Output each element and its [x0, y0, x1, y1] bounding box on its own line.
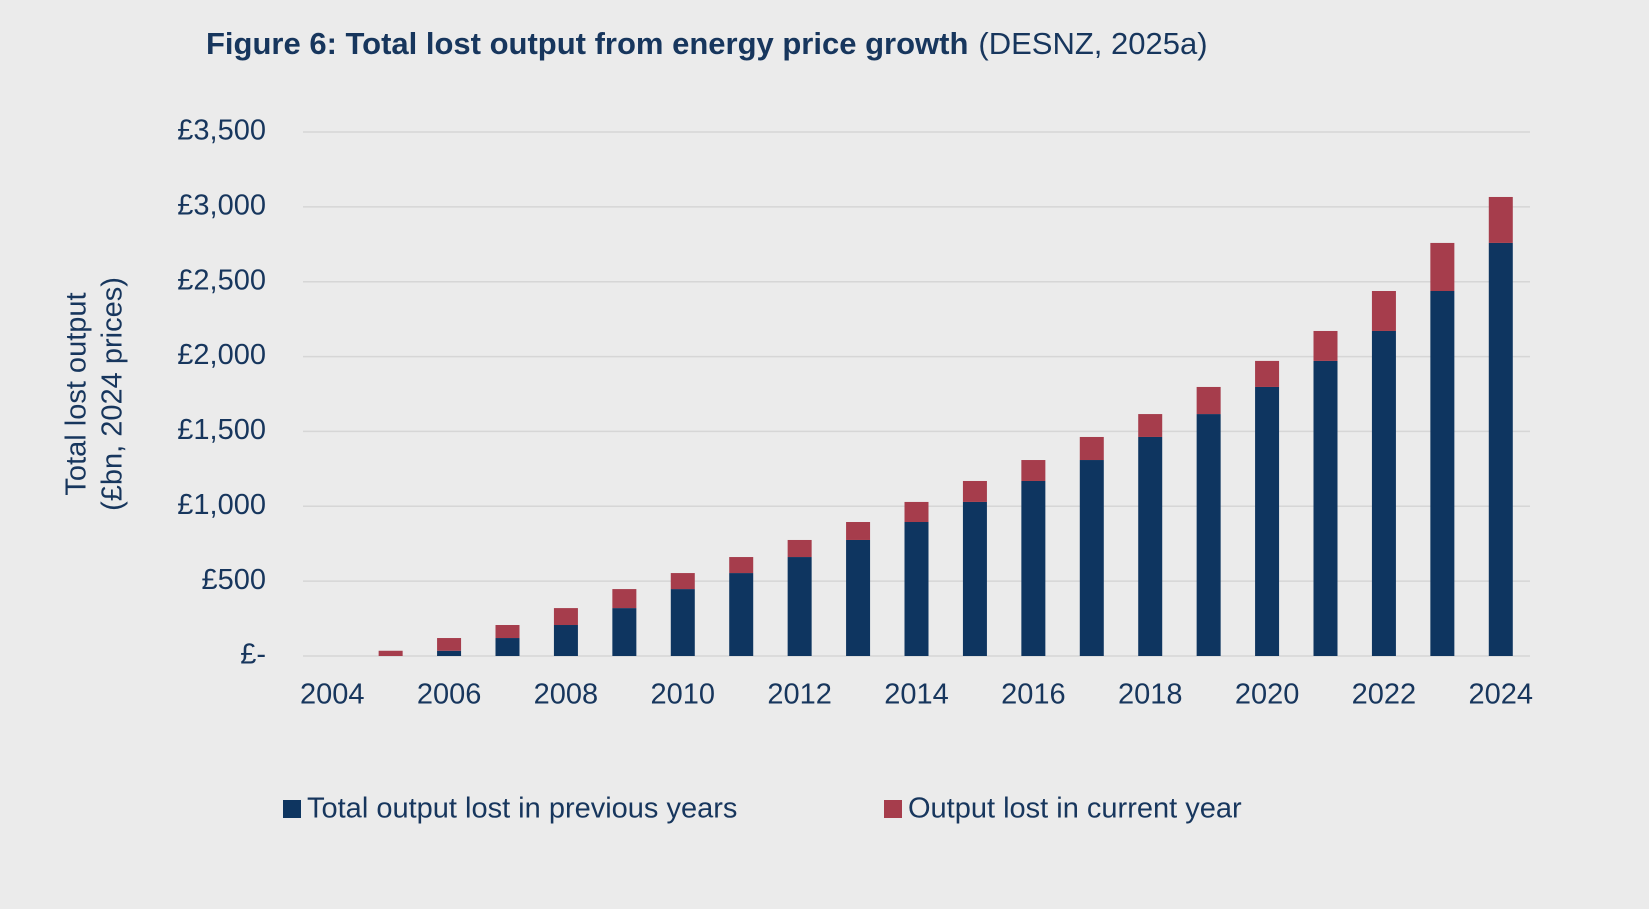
y-tick-label: £3,000	[177, 190, 266, 222]
bar-segment	[612, 589, 637, 609]
bar-segment	[1371, 290, 1396, 331]
legend-label: Output lost in current year	[908, 793, 1242, 825]
bar-segment	[787, 557, 812, 656]
bar-segment	[1021, 480, 1046, 656]
bar-segment	[962, 480, 987, 502]
y-tick-label: £3,500	[177, 115, 266, 147]
y-tick-label: £1,500	[177, 414, 266, 446]
bar-segment	[553, 608, 578, 626]
bar-segment	[904, 522, 929, 656]
y-axis-title: Total lost output (£bn, 2024 prices)	[61, 277, 129, 511]
bar-segment	[1138, 436, 1163, 656]
bar-segment	[1430, 242, 1455, 291]
bar-segment	[1196, 386, 1221, 415]
y-tick-label: £-	[240, 639, 266, 671]
bar-segment	[1079, 460, 1104, 656]
x-tick-label: 2012	[767, 679, 832, 711]
bar-segment	[437, 650, 462, 656]
bar-segment	[1313, 360, 1338, 656]
bar-segment	[1488, 242, 1513, 656]
bar-segment	[1079, 436, 1104, 461]
bar-segment	[670, 589, 695, 656]
bar-segment	[1255, 386, 1280, 656]
x-tick-label: 2004	[300, 679, 365, 711]
x-tick-label: 2014	[884, 679, 949, 711]
bar-segment	[846, 539, 871, 656]
bar-segment	[787, 539, 812, 558]
bar-segment	[1021, 460, 1046, 481]
x-tick-label: 2018	[1118, 679, 1183, 711]
bar-segment	[670, 573, 695, 590]
legend-swatch	[283, 800, 301, 818]
x-tick-label: 2016	[1001, 679, 1066, 711]
bar-segment	[612, 608, 637, 656]
bar-segment	[495, 638, 520, 656]
bar-segment	[846, 522, 871, 540]
y-tick-label: £2,000	[177, 339, 266, 371]
x-tick-label: 2024	[1469, 679, 1534, 711]
bar-segment	[1138, 414, 1163, 437]
bar-segment	[553, 625, 578, 656]
bar-segment	[1371, 330, 1396, 656]
x-tick-label: 2022	[1352, 679, 1417, 711]
chart-title: Figure 6: Total lost output from energy …	[206, 26, 968, 61]
bar-segment	[1430, 290, 1455, 656]
legend-label: Total output lost in previous years	[307, 793, 737, 825]
y-axis-title-line: (£bn, 2024 prices)	[97, 277, 129, 511]
chart-subtitle: (DESNZ, 2025a)	[978, 26, 1207, 61]
x-tick-label: 2020	[1235, 679, 1300, 711]
y-tick-label: £500	[201, 564, 266, 596]
bar-segment	[378, 650, 403, 656]
bar-segment	[495, 625, 520, 639]
bar-segment	[962, 501, 987, 656]
bar-segment	[1488, 196, 1513, 243]
bar-segment	[729, 557, 754, 574]
x-tick-label: 2006	[417, 679, 482, 711]
y-axis-title-line: Total lost output	[61, 292, 93, 495]
x-tick-label: 2010	[651, 679, 716, 711]
bar-segment	[437, 638, 462, 651]
bar-segment	[729, 573, 754, 656]
x-tick-label: 2008	[534, 679, 599, 711]
bar-segment	[1255, 360, 1280, 387]
bar-segment	[904, 501, 929, 523]
y-tick-label: £2,500	[177, 264, 266, 296]
chart-heading: Figure 6: Total lost output from energy …	[206, 26, 1208, 61]
bar-segment	[1196, 414, 1221, 656]
y-tick-label: £1,000	[177, 489, 266, 521]
bar-segment	[1313, 330, 1338, 361]
legend-swatch	[884, 800, 902, 818]
